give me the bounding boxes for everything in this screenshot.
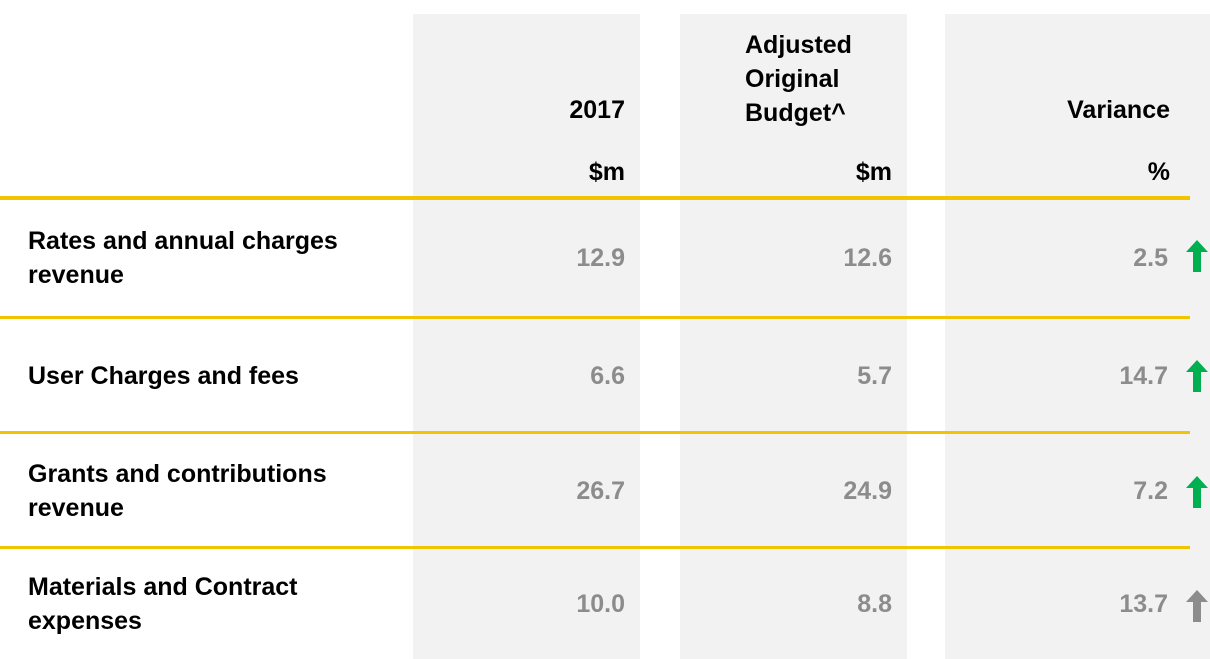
cell-value: 2.5 bbox=[1133, 244, 1168, 272]
row-label: Rates and annual charges revenue bbox=[28, 227, 338, 289]
row-label: Materials and Contract expenses bbox=[28, 572, 298, 635]
row-label: Grants and contributions revenue bbox=[28, 459, 327, 522]
up-arrow bbox=[1186, 240, 1208, 272]
column-header: 2017 bbox=[569, 96, 625, 124]
cell-value: 24.9 bbox=[843, 476, 892, 505]
rule bbox=[0, 196, 1190, 200]
cell-value: 7.2 bbox=[1133, 476, 1168, 505]
rule bbox=[0, 431, 1190, 434]
cell-value: 12.9 bbox=[576, 244, 625, 272]
column-header: Variance bbox=[1067, 96, 1170, 124]
column-bg bbox=[945, 14, 1210, 659]
unit-label: $m bbox=[588, 158, 625, 186]
column-bg bbox=[680, 14, 907, 659]
unit-label: $m bbox=[855, 158, 892, 186]
rule bbox=[0, 546, 1190, 549]
cell-value: 8.8 bbox=[857, 589, 892, 618]
cell-value: 13.7 bbox=[1119, 589, 1168, 618]
cell-value: 12.6 bbox=[843, 244, 892, 272]
unit-label: % bbox=[1147, 158, 1170, 186]
cell-value: 6.6 bbox=[590, 361, 625, 390]
rule bbox=[0, 316, 1190, 319]
column-bg bbox=[413, 14, 640, 659]
up-arrow bbox=[1186, 476, 1208, 508]
up-arrow bbox=[1186, 590, 1208, 622]
cell-value: 14.7 bbox=[1119, 361, 1168, 390]
up-arrow bbox=[1186, 360, 1208, 392]
cell-value: 5.7 bbox=[857, 361, 892, 390]
row-label: User Charges and fees bbox=[28, 361, 299, 390]
cell-value: 26.7 bbox=[576, 476, 625, 505]
column-header: Adjusted Original Budget^ bbox=[745, 31, 852, 127]
cell-value: 10.0 bbox=[576, 589, 625, 618]
